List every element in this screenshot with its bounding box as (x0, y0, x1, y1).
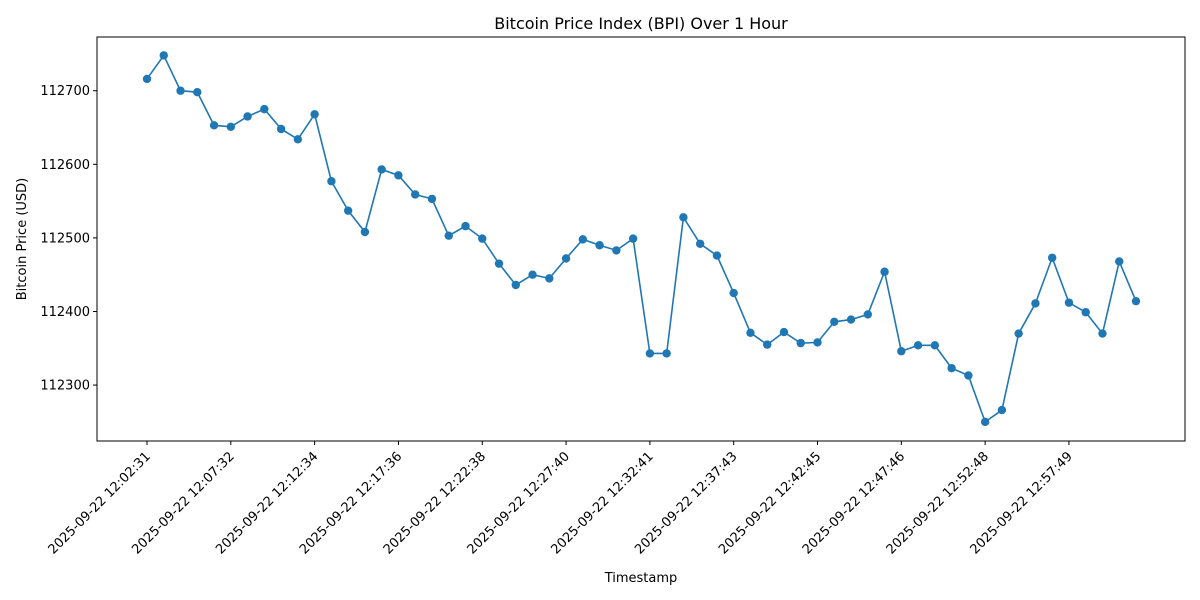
data-point (478, 234, 487, 243)
chart-title: Bitcoin Price Index (BPI) Over 1 Hour (494, 14, 788, 33)
data-point (276, 124, 286, 134)
data-point (679, 213, 688, 222)
data-point (193, 87, 202, 97)
data-point (1115, 257, 1124, 266)
data-point (226, 122, 236, 131)
data-point (561, 254, 571, 263)
data-point (628, 234, 638, 243)
data-point (930, 341, 940, 350)
data-point (494, 259, 504, 268)
data-point (662, 349, 671, 358)
data-point (980, 417, 990, 427)
data-point (360, 227, 370, 237)
data-point (578, 235, 588, 244)
data-point (897, 347, 906, 356)
data-point (1098, 329, 1107, 338)
data-point (327, 177, 336, 186)
data-point (1064, 298, 1074, 307)
data-point (411, 190, 420, 199)
x-axis-label: Timestamp (604, 571, 678, 586)
y-axis: 112300 112400 112500 112600 112700 (40, 84, 97, 394)
data-point (293, 135, 303, 144)
data-point (830, 317, 839, 326)
data-point (863, 310, 872, 319)
data-point (796, 338, 805, 348)
data-point (1014, 329, 1023, 338)
data-point (880, 267, 889, 276)
data-point (461, 221, 470, 231)
data-point (712, 251, 722, 260)
data-point (595, 241, 604, 250)
data-point (846, 315, 856, 324)
data-point (176, 86, 185, 95)
data-point (612, 246, 621, 255)
y-tick-label: 112600 (40, 158, 90, 173)
data-point (142, 74, 152, 84)
data-point (1081, 308, 1090, 317)
y-tick-label: 112700 (40, 84, 90, 99)
data-point (913, 341, 923, 350)
data-point (243, 112, 252, 121)
data-point (377, 165, 386, 174)
data-point (695, 239, 705, 248)
data-point (997, 405, 1007, 415)
data-point (779, 327, 789, 337)
data-point (343, 206, 353, 215)
data-point (1131, 296, 1141, 306)
y-tick-label: 112300 (40, 379, 90, 394)
data-point (763, 340, 772, 349)
plot-frame (96, 36, 1186, 442)
data-point (1031, 299, 1040, 308)
data-point (159, 51, 168, 60)
series-line (146, 53, 1137, 424)
data-point (528, 270, 537, 279)
data-point (729, 288, 738, 298)
data-point (209, 121, 219, 130)
y-tick-label: 112500 (40, 231, 90, 246)
data-point (813, 338, 822, 347)
y-tick-label: 112400 (40, 305, 90, 320)
data-point (310, 110, 319, 119)
data-point (645, 349, 655, 358)
data-point (964, 371, 973, 380)
data-point (444, 231, 453, 240)
data-point (427, 194, 437, 204)
plot-area (142, 51, 1141, 427)
data-point (1047, 253, 1057, 262)
data-point (746, 328, 755, 338)
data-point (260, 104, 269, 114)
y-axis-label: Bitcoin Price (USD) (15, 178, 30, 300)
data-point (394, 171, 403, 180)
data-point (545, 274, 554, 283)
data-point (947, 363, 956, 373)
data-point (511, 280, 520, 290)
